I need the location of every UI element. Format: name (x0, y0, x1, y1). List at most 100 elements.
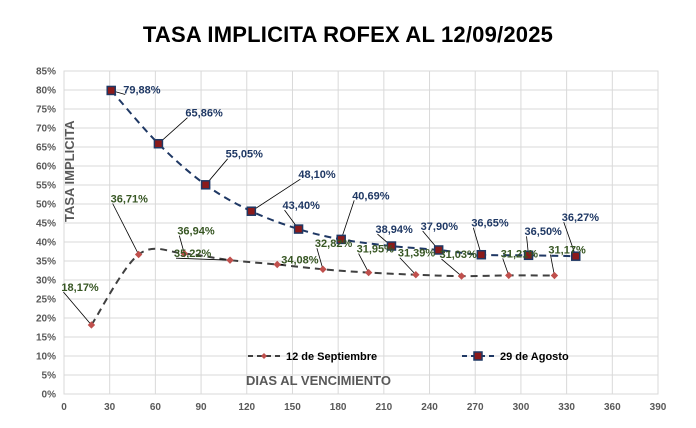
legend-marker-agosto (473, 351, 483, 361)
x-tick-label: 210 (376, 402, 393, 413)
label-connector-septiembre (176, 257, 231, 261)
data-label-septiembre: 31,95% (357, 243, 395, 255)
y-tick-label: 20% (36, 314, 56, 325)
data-point-septiembre (550, 271, 559, 280)
x-tick-label: 300 (513, 402, 530, 413)
data-label-septiembre: 32,82% (315, 238, 353, 250)
data-label-agosto: 38,94% (375, 224, 413, 236)
legend-marker-septiembre (261, 353, 267, 359)
data-point-septiembre (180, 249, 189, 258)
y-tick-label: 65% (36, 143, 56, 154)
y-tick-label: 55% (36, 181, 56, 192)
data-label-septiembre: 31,21% (501, 248, 539, 260)
x-tick-label: 360 (604, 402, 621, 413)
legend: 12 de Septiembre 29 de Agosto (248, 351, 569, 363)
data-point-agosto (246, 206, 257, 216)
series-line-septiembre (90, 247, 555, 326)
data-label-septiembre: 36,94% (177, 226, 215, 238)
y-tick-label: 35% (36, 257, 56, 268)
y-axis-title: TASA IMPLICITA (62, 120, 77, 222)
label-connector-agosto (340, 200, 355, 240)
label-connector-septiembre (358, 253, 369, 273)
data-point-agosto (476, 249, 487, 260)
data-point-septiembre (226, 256, 234, 264)
data-label-septiembre: 34,08% (281, 254, 319, 266)
y-tick-label: 25% (36, 295, 56, 306)
x-tick-label: 150 (284, 402, 301, 413)
y-tick-label: 10% (36, 352, 56, 363)
label-connector-septiembre (112, 203, 139, 255)
label-connector-septiembre (316, 248, 324, 270)
y-tick-label: 5% (42, 371, 57, 382)
data-point-agosto (386, 241, 397, 251)
x-tick-label: 60 (150, 402, 162, 413)
plot-frame (63, 70, 659, 395)
data-point-agosto (523, 250, 534, 261)
data-label-septiembre: 31,39% (398, 248, 436, 260)
data-point-septiembre (273, 260, 281, 269)
y-tick-label: 30% (36, 276, 56, 287)
data-label-agosto: 43,40% (283, 200, 321, 212)
y-tick-label: 45% (36, 219, 56, 230)
data-markers (87, 85, 581, 329)
label-connector-agosto (563, 222, 577, 257)
y-tick-label: 75% (36, 105, 56, 116)
label-connector-agosto (251, 178, 301, 212)
data-point-agosto (293, 224, 304, 234)
label-connector-septiembre (178, 235, 185, 254)
data-point-agosto (433, 245, 444, 255)
x-tick-label: 120 (238, 402, 255, 413)
label-connector-septiembre (502, 258, 510, 276)
x-tick-label: 30 (104, 402, 116, 413)
x-tick-label: 240 (421, 402, 438, 413)
data-label-agosto: 36,27% (562, 212, 600, 224)
data-label-agosto: 40,69% (352, 190, 390, 202)
data-point-agosto (571, 251, 581, 261)
data-label-agosto: 37,90% (421, 221, 459, 233)
data-label-septiembre: 31,03% (440, 249, 478, 261)
data-label-agosto: 48,10% (298, 169, 336, 181)
data-point-septiembre (134, 250, 143, 259)
legend-label-agosto: 29 de Agosto (500, 351, 569, 363)
label-connector-agosto (158, 117, 188, 145)
data-label-septiembre: 31,17% (548, 244, 586, 256)
x-tick-label: 330 (558, 402, 575, 413)
axes: 0% 5% 10% 15% 20% 25% 30% 35% 40% 45% 50% 55% 60% 65%… (36, 67, 667, 414)
y-tick-label: 70% (36, 124, 56, 135)
chart-title: TASA IMPLICITA ROFEX AL 12/09/2025 (142, 22, 554, 47)
label-connector-septiembre (441, 258, 462, 277)
data-label-agosto: 65,86% (185, 108, 223, 120)
y-tick-label: 0% (42, 390, 57, 401)
data-labels: 18,17% 36,71% 36,94% 35,22% 34,08% 32,82% 31,9… (61, 84, 599, 293)
data-label-agosto: 36,50% (525, 226, 563, 238)
x-tick-label: 270 (467, 402, 484, 413)
y-tick-label: 60% (36, 162, 56, 173)
x-tick-label: 0 (61, 402, 67, 413)
y-tick-label: 50% (36, 200, 56, 211)
y-tick-label: 80% (36, 86, 56, 97)
x-axis-title: DIAS AL VENCIMIENTO (246, 373, 391, 388)
data-label-septiembre: 35,22% (174, 248, 212, 260)
data-point-septiembre (87, 321, 96, 329)
label-connector-septiembre (63, 291, 92, 326)
data-point-septiembre (364, 268, 373, 277)
label-connector-septiembre (550, 254, 555, 276)
grid-lines (63, 70, 659, 395)
data-point-agosto (153, 138, 164, 149)
label-connector-septiembre (399, 257, 417, 275)
data-label-septiembre: 36,71% (111, 193, 149, 205)
y-tick-label: 85% (36, 67, 56, 78)
data-point-agosto (200, 180, 211, 190)
data-label-septiembre: 18,17% (61, 282, 99, 294)
x-tick-label: 90 (196, 402, 208, 413)
legend-label-septiembre: 12 de Septiembre (286, 351, 377, 363)
x-tick-label: 390 (650, 402, 667, 413)
data-point-agosto (106, 85, 116, 96)
data-label-agosto: 55,05% (226, 149, 264, 161)
x-tick-label: 180 (330, 402, 347, 413)
data-point-septiembre (319, 265, 327, 273)
y-tick-label: 15% (36, 333, 56, 344)
y-tick-label: 40% (36, 238, 56, 249)
series-lines (90, 89, 576, 326)
